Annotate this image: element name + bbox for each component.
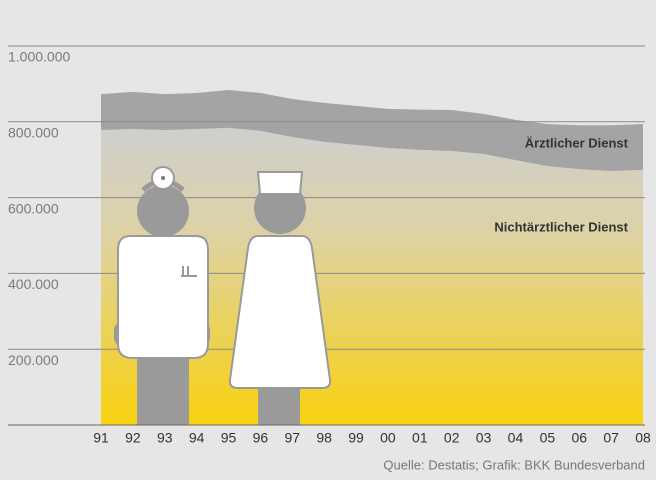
area bbox=[101, 89, 643, 172]
x-tick-label: 01 bbox=[412, 430, 428, 446]
x-tick-label: 03 bbox=[476, 430, 492, 446]
x-tick-label: 06 bbox=[571, 430, 587, 446]
x-tick-label: 08 bbox=[635, 430, 651, 446]
series-label: Ärztlicher Dienst bbox=[525, 135, 629, 150]
y-tick-label: 800.000 bbox=[8, 125, 59, 141]
doctor-figure bbox=[114, 166, 210, 425]
x-tick-label: 05 bbox=[540, 430, 556, 446]
x-tick-label: 97 bbox=[285, 430, 301, 446]
x-tick-label: 96 bbox=[253, 430, 269, 446]
x-tick-label: 99 bbox=[348, 430, 364, 446]
x-tick-label: 07 bbox=[603, 430, 619, 446]
x-tick-label: 92 bbox=[125, 430, 141, 446]
y-tick-label: 200.000 bbox=[8, 352, 59, 368]
x-tick-label: 94 bbox=[189, 430, 205, 446]
nurse-figure bbox=[228, 171, 332, 425]
series-label: Nichtärztlicher Dienst bbox=[494, 219, 628, 234]
y-tick-label: 400.000 bbox=[8, 276, 59, 292]
x-tick-label: 98 bbox=[316, 430, 332, 446]
y-tick-label: 600.000 bbox=[8, 200, 59, 216]
x-tick-label: 91 bbox=[93, 430, 109, 446]
x-tick-label: 04 bbox=[508, 430, 524, 446]
x-tick-label: 00 bbox=[380, 430, 396, 446]
x-tick-label: 02 bbox=[444, 430, 460, 446]
x-tick-label: 95 bbox=[221, 430, 237, 446]
y-tick-label: 1.000.000 bbox=[8, 49, 70, 65]
x-tick-label: 93 bbox=[157, 430, 173, 446]
source: Quelle: Destatis; Grafik: BKK Bundesverb… bbox=[383, 457, 645, 472]
